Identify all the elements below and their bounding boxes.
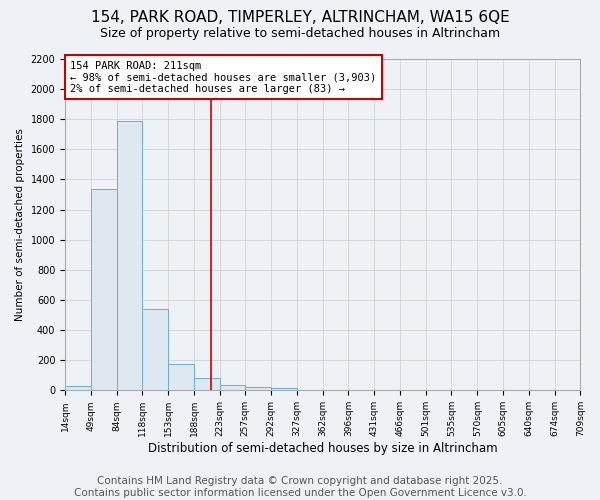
- Bar: [220, 385, 245, 390]
- Y-axis label: Number of semi-detached properties: Number of semi-detached properties: [15, 128, 25, 321]
- Text: Size of property relative to semi-detached houses in Altrincham: Size of property relative to semi-detach…: [100, 28, 500, 40]
- Bar: [142, 309, 168, 390]
- Bar: [271, 388, 297, 390]
- X-axis label: Distribution of semi-detached houses by size in Altrincham: Distribution of semi-detached houses by …: [148, 442, 497, 455]
- Bar: [65, 386, 91, 390]
- Bar: [117, 121, 142, 390]
- Bar: [91, 188, 117, 390]
- Text: 154, PARK ROAD, TIMPERLEY, ALTRINCHAM, WA15 6QE: 154, PARK ROAD, TIMPERLEY, ALTRINCHAM, W…: [91, 10, 509, 25]
- Bar: [168, 364, 194, 390]
- Bar: [245, 386, 271, 390]
- Text: 154 PARK ROAD: 211sqm
← 98% of semi-detached houses are smaller (3,903)
2% of se: 154 PARK ROAD: 211sqm ← 98% of semi-deta…: [70, 60, 376, 94]
- Bar: [194, 378, 220, 390]
- Text: Contains HM Land Registry data © Crown copyright and database right 2025.
Contai: Contains HM Land Registry data © Crown c…: [74, 476, 526, 498]
